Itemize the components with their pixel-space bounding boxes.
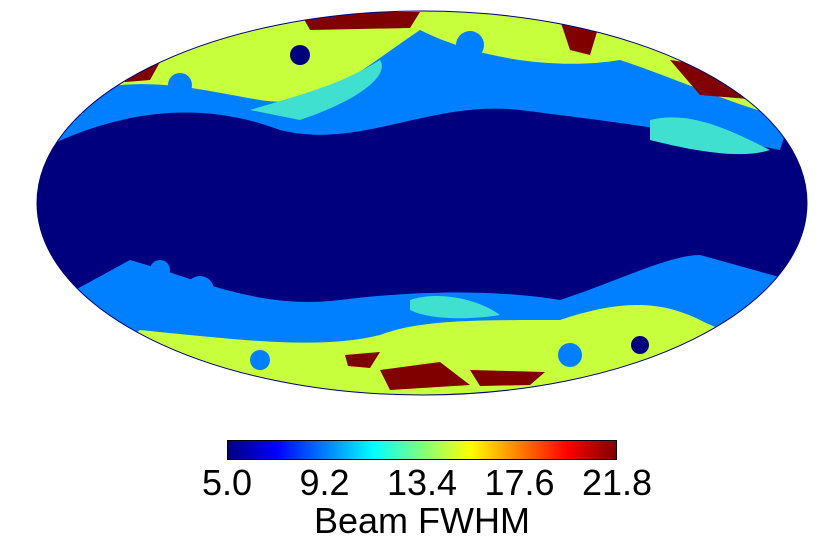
south-blob-4 (186, 276, 214, 304)
colorbar-label: Beam FWHM (314, 500, 530, 541)
south-red-patch-2 (470, 370, 545, 386)
sky-map (36, 10, 808, 396)
colorbar-tick-label: 9.2 (299, 462, 350, 503)
north-blob-3 (456, 31, 484, 59)
colorbar-tick-label: 13.4 (386, 462, 458, 503)
north-cyan-patch (650, 117, 770, 155)
south-red-patch-3 (345, 352, 380, 368)
north-blob-4 (629, 79, 651, 101)
colorbar (227, 440, 617, 460)
colorbar-tick-label: 17.6 (484, 462, 555, 503)
colorbar-tick-label: 5.0 (201, 462, 253, 503)
south-blob-1 (250, 350, 270, 370)
south-blob-5 (150, 260, 170, 280)
south-yellow-region (37, 300, 807, 395)
north-blob-2 (290, 45, 310, 65)
north-red-patch-1 (300, 12, 420, 30)
south-blob-2 (558, 343, 582, 367)
colorbar-tick-label: 21.8 (581, 462, 653, 503)
map-content (37, 11, 807, 395)
colorbar-gradient (227, 440, 617, 460)
south-blob-3 (631, 336, 649, 354)
north-blob-1 (168, 73, 192, 97)
north-cyan-region (250, 60, 382, 120)
south-cyan-patch (410, 295, 500, 319)
south-red-patch-1 (380, 362, 470, 390)
map-outline (36, 10, 808, 396)
